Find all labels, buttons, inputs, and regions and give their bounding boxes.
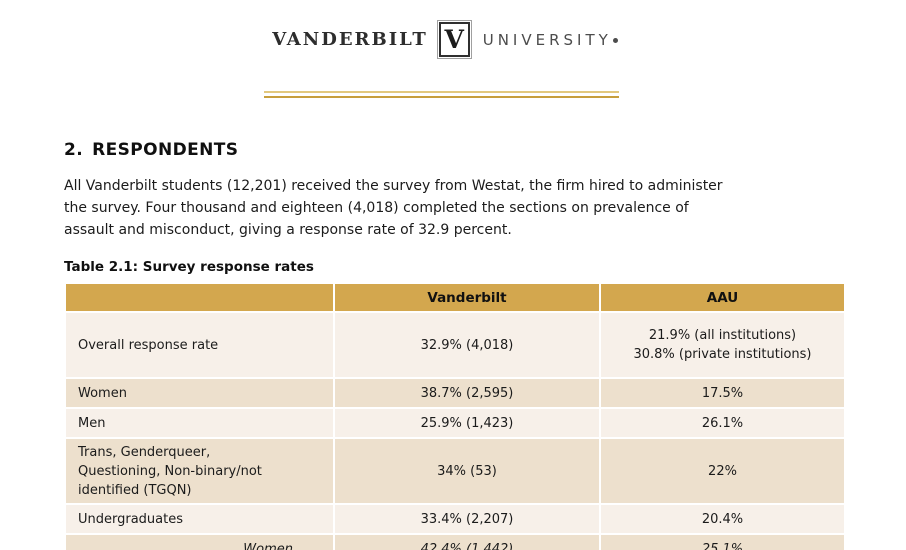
aau-value-cell: 25.1% xyxy=(601,535,844,550)
section-number: 2. xyxy=(64,140,84,160)
vanderbilt-value-cell: 32.9% (4,018) xyxy=(335,313,599,377)
university-logo: VANDERBILT V UNIVERSITY xyxy=(0,20,898,59)
header-empty-cell xyxy=(66,284,333,311)
row-label-cell: Women xyxy=(66,535,333,550)
table-header-row: Vanderbilt AAU xyxy=(66,284,844,311)
wordmark-vanderbilt: VANDERBILT xyxy=(272,29,428,50)
intro-paragraph: All Vanderbilt students (12,201) receive… xyxy=(64,178,723,238)
table-row: Women 38.7% (2,595) 17.5% xyxy=(66,379,844,407)
row-label-cell: Undergraduates xyxy=(66,505,333,533)
aau-value-cell: 21.9% (all institutions) 30.8% (private i… xyxy=(601,313,844,377)
header-aau: AAU xyxy=(601,284,844,311)
aau-value-cell: 22% xyxy=(601,439,844,503)
header-vanderbilt: Vanderbilt xyxy=(335,284,599,311)
section-heading: 2. RESPONDENTS xyxy=(64,140,238,160)
table-title: Table 2.1: Survey response rates xyxy=(64,259,314,275)
aau-value-cell: 20.4% xyxy=(601,505,844,533)
decorative-double-rule xyxy=(264,91,619,98)
table-row-subcategory: Women 42.4% (1,442) 25.1% xyxy=(66,535,844,550)
rule-top-line xyxy=(264,91,619,93)
aau-value-cell: 26.1% xyxy=(601,409,844,437)
registered-mark-icon xyxy=(612,38,618,43)
vanderbilt-value-cell: 25.9% (1,423) xyxy=(335,409,599,437)
wordmark-university: UNIVERSITY xyxy=(483,31,618,49)
vanderbilt-value-cell: 38.7% (2,595) xyxy=(335,379,599,407)
vanderbilt-value-cell: 34% (53) xyxy=(335,439,599,503)
table-row: Undergraduates 33.4% (2,207) 20.4% xyxy=(66,505,844,533)
table-row: Trans, Genderqueer, Questioning, Non-bin… xyxy=(66,439,844,503)
row-label-cell: Women xyxy=(66,379,333,407)
row-label-cell: Trans, Genderqueer, Questioning, Non-bin… xyxy=(66,439,333,503)
survey-response-table: Vanderbilt AAU Overall response rate 32.… xyxy=(64,282,846,550)
wordmark-university-text: UNIVERSITY xyxy=(482,30,612,49)
vanderbilt-shield-icon: V xyxy=(436,20,472,59)
shield-v-letter: V xyxy=(444,25,464,54)
table-row: Men 25.9% (1,423) 26.1% xyxy=(66,409,844,437)
vanderbilt-value-cell: 42.4% (1,442) xyxy=(335,535,599,550)
row-label-cell: Overall response rate xyxy=(66,313,333,377)
rule-bottom-line xyxy=(264,96,619,98)
section-title: RESPONDENTS xyxy=(92,140,239,160)
aau-value-cell: 17.5% xyxy=(601,379,844,407)
vanderbilt-value-cell: 33.4% (2,207) xyxy=(335,505,599,533)
row-label-cell: Men xyxy=(66,409,333,437)
table-row: Overall response rate 32.9% (4,018) 21.9… xyxy=(66,313,844,377)
